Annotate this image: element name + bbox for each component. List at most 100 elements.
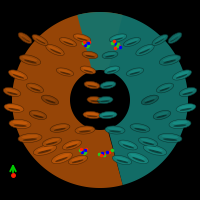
Ellipse shape	[155, 38, 164, 44]
Ellipse shape	[6, 89, 18, 93]
Ellipse shape	[179, 87, 197, 97]
Ellipse shape	[82, 51, 98, 59]
Ellipse shape	[159, 87, 170, 91]
PathPatch shape	[77, 12, 188, 185]
Ellipse shape	[139, 49, 150, 54]
Ellipse shape	[107, 70, 116, 73]
Ellipse shape	[152, 35, 168, 45]
Ellipse shape	[75, 126, 95, 134]
Ellipse shape	[153, 110, 171, 120]
Ellipse shape	[8, 108, 20, 111]
Ellipse shape	[143, 145, 167, 155]
Ellipse shape	[84, 52, 95, 56]
Ellipse shape	[115, 157, 128, 161]
Ellipse shape	[72, 160, 83, 163]
Ellipse shape	[56, 68, 74, 76]
Ellipse shape	[108, 127, 122, 130]
Ellipse shape	[100, 81, 116, 89]
Ellipse shape	[133, 125, 147, 129]
Ellipse shape	[32, 112, 44, 116]
Ellipse shape	[128, 152, 148, 164]
Ellipse shape	[29, 84, 41, 89]
Ellipse shape	[48, 46, 61, 52]
Ellipse shape	[22, 56, 37, 61]
Ellipse shape	[55, 157, 68, 162]
Ellipse shape	[86, 82, 97, 86]
Ellipse shape	[147, 146, 163, 151]
Ellipse shape	[83, 111, 101, 119]
Ellipse shape	[156, 83, 174, 93]
Ellipse shape	[182, 92, 193, 95]
Ellipse shape	[117, 160, 128, 163]
Ellipse shape	[66, 144, 77, 148]
Ellipse shape	[103, 115, 113, 117]
Ellipse shape	[123, 144, 134, 148]
Ellipse shape	[24, 60, 37, 64]
Ellipse shape	[102, 51, 118, 59]
Ellipse shape	[30, 87, 41, 91]
Ellipse shape	[172, 121, 188, 124]
Ellipse shape	[123, 37, 141, 47]
Ellipse shape	[105, 55, 115, 57]
Ellipse shape	[148, 149, 162, 154]
Ellipse shape	[130, 124, 150, 132]
Ellipse shape	[143, 142, 154, 145]
Ellipse shape	[33, 145, 57, 155]
Ellipse shape	[14, 124, 27, 127]
Ellipse shape	[159, 55, 181, 65]
Ellipse shape	[130, 154, 145, 160]
Ellipse shape	[63, 41, 74, 45]
Ellipse shape	[9, 119, 31, 129]
Ellipse shape	[129, 72, 140, 75]
Ellipse shape	[107, 67, 118, 71]
PathPatch shape	[12, 12, 123, 188]
Ellipse shape	[72, 157, 85, 161]
Ellipse shape	[169, 119, 191, 129]
Ellipse shape	[50, 49, 61, 54]
Ellipse shape	[126, 41, 137, 45]
Ellipse shape	[22, 135, 38, 138]
Ellipse shape	[176, 104, 196, 112]
Ellipse shape	[26, 83, 44, 93]
Ellipse shape	[3, 87, 21, 97]
Ellipse shape	[179, 105, 193, 109]
Ellipse shape	[121, 141, 134, 146]
Ellipse shape	[141, 139, 154, 143]
Ellipse shape	[52, 152, 72, 164]
Ellipse shape	[60, 72, 71, 75]
Ellipse shape	[112, 35, 124, 39]
Ellipse shape	[171, 34, 180, 41]
Ellipse shape	[97, 96, 113, 104]
Ellipse shape	[168, 33, 182, 43]
Ellipse shape	[66, 141, 79, 146]
Ellipse shape	[9, 70, 27, 80]
Ellipse shape	[84, 81, 100, 89]
Ellipse shape	[41, 95, 59, 105]
Ellipse shape	[112, 155, 132, 165]
Ellipse shape	[89, 98, 100, 100]
Ellipse shape	[54, 128, 66, 131]
Ellipse shape	[126, 39, 138, 43]
Ellipse shape	[105, 126, 125, 134]
Ellipse shape	[100, 100, 110, 102]
Ellipse shape	[32, 35, 48, 45]
Ellipse shape	[55, 154, 70, 160]
Ellipse shape	[159, 84, 171, 89]
Ellipse shape	[103, 82, 114, 86]
Ellipse shape	[141, 95, 159, 105]
Ellipse shape	[112, 38, 123, 41]
Ellipse shape	[132, 157, 145, 162]
Ellipse shape	[29, 110, 47, 120]
Ellipse shape	[158, 133, 182, 143]
Ellipse shape	[136, 44, 154, 56]
Ellipse shape	[4, 104, 24, 112]
Ellipse shape	[109, 130, 121, 133]
Ellipse shape	[62, 39, 74, 43]
Ellipse shape	[170, 36, 178, 42]
Ellipse shape	[78, 127, 92, 130]
Ellipse shape	[87, 85, 97, 87]
Ellipse shape	[182, 89, 194, 93]
Ellipse shape	[139, 46, 152, 52]
Ellipse shape	[100, 98, 111, 100]
Ellipse shape	[7, 92, 18, 95]
